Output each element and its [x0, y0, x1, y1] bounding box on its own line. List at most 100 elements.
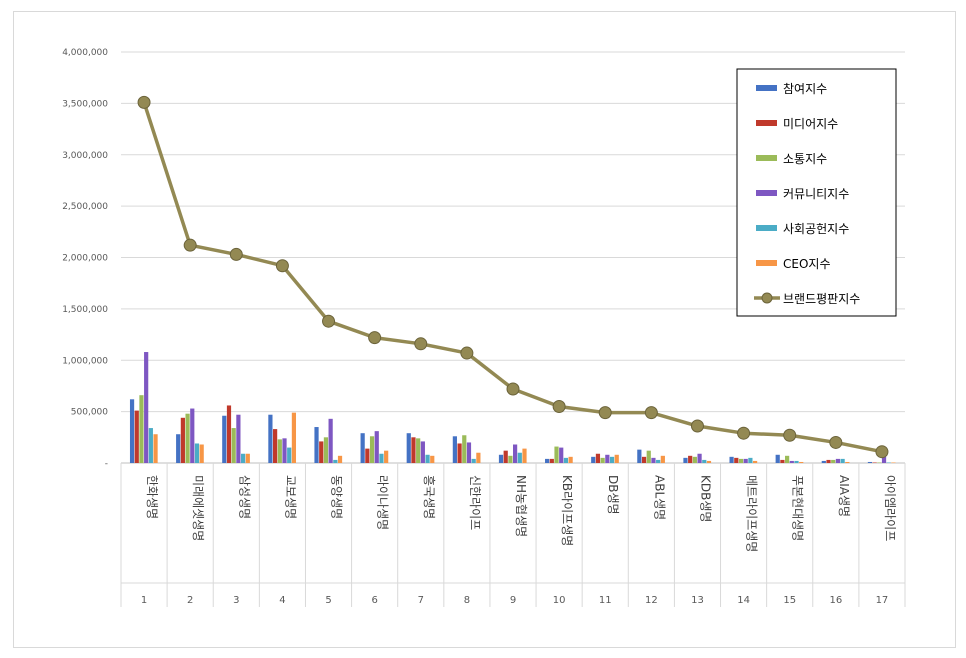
bar: [314, 427, 319, 463]
rank-label: 14: [737, 595, 750, 606]
bar: [190, 408, 195, 463]
bar: [384, 450, 389, 463]
legend-swatch: [761, 292, 773, 304]
bar: [328, 418, 333, 463]
bar: [466, 442, 472, 463]
category-label: 삼성생명: [237, 475, 251, 519]
bar: [369, 436, 375, 463]
bar: [337, 455, 343, 463]
legend-label: 소통지수: [783, 152, 827, 166]
bar: [319, 441, 324, 463]
bar: [139, 395, 144, 463]
bar: [748, 457, 753, 463]
legend-swatch: [756, 190, 777, 196]
line-point: [690, 419, 704, 433]
bar: [799, 461, 804, 463]
rank-label: 9: [510, 595, 516, 606]
bar: [688, 455, 693, 463]
rank-label: 3: [233, 595, 239, 606]
y-tick-label: 4,000,000: [62, 48, 108, 58]
legend-swatch: [756, 155, 777, 161]
bar: [176, 434, 181, 463]
bar: [517, 452, 522, 463]
y-tick-label: 3,500,000: [62, 99, 108, 109]
category-label: 한화생명: [145, 475, 159, 519]
bar: [374, 431, 379, 463]
rank-label: 15: [783, 595, 796, 606]
bar: [226, 405, 232, 463]
bar: [641, 456, 647, 463]
bar: [471, 458, 476, 463]
category-label: KB라이프생명: [560, 475, 574, 546]
bar: [683, 457, 688, 463]
bar: [660, 455, 665, 463]
rank-label: 11: [599, 595, 612, 606]
bar: [706, 460, 712, 463]
line-point: [552, 399, 566, 413]
rank-label: 7: [418, 595, 424, 606]
bar: [872, 462, 877, 463]
bar: [452, 436, 457, 463]
bar: [867, 461, 873, 463]
legend-swatch: [756, 225, 777, 231]
bar: [549, 458, 554, 463]
category-label: 라이나생명: [376, 475, 390, 530]
bar: [144, 352, 149, 463]
legend-swatch: [756, 85, 777, 91]
bar: [563, 457, 569, 463]
bar: [416, 438, 421, 463]
line-point: [414, 337, 428, 351]
bar: [185, 413, 190, 463]
legend-label: 미디어지수: [783, 117, 838, 131]
line-point: [460, 346, 474, 360]
bar: [236, 414, 241, 463]
bar: [365, 448, 370, 463]
y-tick-label: 1,500,000: [62, 305, 108, 315]
bar: [406, 433, 411, 463]
line-point: [229, 247, 243, 261]
rank-label: 8: [464, 595, 470, 606]
bar: [240, 453, 246, 463]
legend-label: 참여지수: [783, 82, 827, 96]
line-point: [137, 95, 151, 109]
line-point: [506, 382, 520, 396]
bar: [129, 399, 135, 463]
bar: [268, 414, 273, 463]
bar: [277, 439, 282, 463]
y-axis: - 500,000 1,000,000 1,500,000 2,000,000 2,500…: [62, 48, 108, 469]
line-point: [183, 238, 197, 252]
category-label: ABL생명: [652, 475, 666, 520]
rank-label: 10: [553, 595, 566, 606]
bar: [457, 443, 462, 463]
bar: [462, 435, 467, 463]
bar: [605, 454, 610, 463]
bar: [508, 455, 513, 463]
bar: [180, 417, 185, 463]
rank-label: 12: [645, 595, 658, 606]
bar: [891, 462, 896, 463]
bar: [559, 447, 564, 463]
bar: [513, 444, 518, 463]
brand-reputation-chart: - 500,000 1,000,000 1,500,000 2,000,000 2,500…: [62, 48, 906, 607]
bar: [780, 459, 785, 463]
bar: [692, 456, 697, 463]
bar: [231, 428, 236, 463]
bar: [886, 462, 891, 463]
bar: [522, 448, 527, 463]
bar: [360, 433, 365, 463]
bar: [595, 453, 601, 463]
bar: [545, 458, 550, 463]
rank-label: 6: [371, 595, 377, 606]
bar: [794, 460, 799, 463]
bar: [323, 437, 329, 463]
line-point: [829, 435, 843, 449]
category-label: 신한라이프: [468, 475, 482, 530]
rank-label: 2: [187, 595, 193, 606]
bar: [785, 455, 790, 463]
y-tick-label: 3,000,000: [62, 151, 108, 161]
rank-label: 17: [876, 595, 889, 606]
category-label: 교보생명: [283, 475, 297, 519]
bar: [430, 455, 435, 463]
bar: [614, 454, 619, 463]
